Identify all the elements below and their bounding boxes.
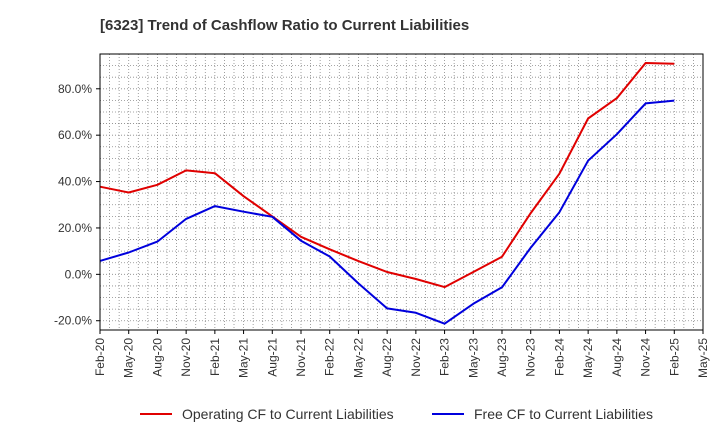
y-tick-label: 40.0%	[58, 175, 92, 189]
x-tick-label: Aug-23	[495, 338, 509, 377]
series-line-operating-cf	[99, 62, 675, 289]
legend-label-free-cf: Free CF to Current Liabilities	[474, 406, 653, 422]
x-tick-label: Nov-21	[294, 338, 308, 377]
x-tick-label: May-25	[696, 338, 710, 378]
x-tick-label: Aug-22	[380, 338, 394, 377]
x-tick-label: Feb-21	[208, 338, 222, 376]
x-tick-label: May-21	[237, 338, 251, 378]
x-tick-label: Nov-22	[409, 338, 423, 377]
series-lines	[99, 62, 675, 325]
series-line-free-cf	[99, 99, 675, 325]
y-tick-label: 0.0%	[65, 267, 93, 281]
legend: Operating CF to Current Liabilities Free…	[140, 406, 653, 422]
x-tick-label: May-23	[466, 338, 480, 378]
x-tick-label: Feb-22	[323, 338, 337, 376]
x-tick-label: May-24	[581, 338, 595, 378]
x-tick-label: May-22	[351, 338, 365, 378]
x-tick-label: Nov-24	[639, 338, 653, 377]
x-tick-label: Nov-23	[524, 338, 538, 377]
x-tick-label: Nov-20	[179, 338, 193, 377]
x-tick-label: Feb-20	[93, 338, 107, 376]
y-tick-label: 60.0%	[58, 128, 92, 142]
plot-area	[100, 54, 703, 330]
y-axis: -20.0% 0.0% 20.0% 40.0% 60.0% 80.0%	[54, 82, 100, 328]
grid	[99, 54, 704, 330]
y-tick-label: -20.0%	[54, 314, 92, 328]
chart-title: [6323] Trend of Cashflow Ratio to Curren…	[100, 17, 469, 34]
x-tick-label: Aug-24	[610, 338, 624, 377]
x-tick-label: Aug-21	[265, 338, 279, 377]
legend-label-operating-cf: Operating CF to Current Liabilities	[182, 406, 394, 422]
y-tick-label: 80.0%	[58, 82, 92, 96]
plot-frame	[99, 53, 704, 331]
x-axis: Feb-20 May-20 Aug-20 Nov-20 Feb-21 May-21 Aug-…	[93, 330, 710, 378]
x-tick-label: Feb-23	[438, 338, 452, 376]
x-tick-label: Aug-20	[150, 338, 164, 377]
x-tick-label: Feb-24	[552, 338, 566, 376]
y-tick-label: 20.0%	[58, 221, 92, 235]
x-tick-label: May-20	[122, 338, 136, 378]
x-tick-label: Feb-25	[667, 338, 681, 376]
